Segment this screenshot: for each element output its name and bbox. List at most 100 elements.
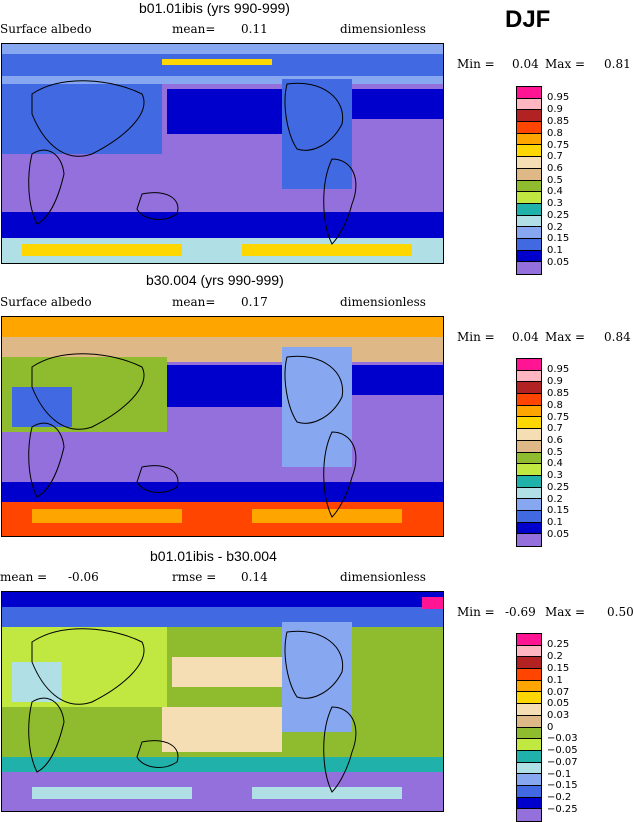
colorbar-tick-label: 0.3 — [547, 470, 563, 481]
panel3-title: b01.01ibis - b30.004 — [150, 548, 277, 564]
panel2-map-canvas — [2, 317, 443, 536]
colorbar-swatch — [517, 727, 541, 740]
colorbar-swatch — [517, 440, 541, 453]
colorbar-swatch — [517, 487, 541, 500]
colorbar-tick-label: 0.6 — [547, 163, 563, 174]
panel1-mean-value: 0.11 — [241, 22, 268, 36]
colorbar-tick-label: 0.03 — [547, 710, 570, 721]
panel1-map-canvas — [2, 44, 443, 263]
south-america-coastline — [323, 706, 357, 793]
colorbar-tick-label: 0.8 — [547, 400, 563, 411]
americas-region — [282, 347, 352, 467]
colorbar-tick-label: 0.1 — [547, 675, 563, 686]
colorbar-swatch — [517, 452, 541, 465]
colorbar-swatch — [517, 692, 541, 705]
colorbar-swatch — [517, 809, 541, 821]
colorbar-tick-label: 0.25 — [547, 210, 570, 221]
north-atlantic-band — [352, 89, 443, 119]
panel1-min-label: Min = — [457, 57, 495, 71]
south-america-coastline — [323, 431, 357, 518]
colorbar-tick-label: −0.05 — [547, 745, 578, 756]
colorbar-tick-label: 0.1 — [547, 245, 563, 256]
colorbar-tick-label: 0 — [547, 722, 554, 733]
arctic-strong-negative — [2, 592, 443, 607]
colorbar-swatch — [517, 405, 541, 418]
colorbar-swatch — [517, 785, 541, 798]
colorbar-tick-label: 0.25 — [547, 482, 570, 493]
colorbar-swatch — [517, 215, 541, 228]
colorbar-tick-label: 0.2 — [547, 494, 563, 505]
colorbar-swatch — [517, 192, 541, 204]
colorbar-tick-label: 0.9 — [547, 104, 563, 115]
colorbar-tick-label: −0.15 — [547, 780, 578, 791]
australia-coastline — [136, 465, 179, 493]
panel1-units: dimensionless — [340, 22, 426, 36]
panel3-mean-value: -0.06 — [68, 570, 99, 584]
colorbar-tick-label: 0.7 — [547, 151, 563, 162]
north-america-coastline — [284, 630, 344, 699]
colorbar-swatch — [517, 250, 541, 263]
africa-coastline — [28, 422, 65, 498]
north-america-coastline — [284, 355, 344, 424]
panel3-mean-label: mean = — [0, 570, 48, 584]
eurasia-coastline — [31, 628, 145, 705]
colorbar-tick-label: 0.15 — [547, 233, 570, 244]
colorbar-tick-label: 0.5 — [547, 447, 563, 458]
colorbar-tick-label: 0.15 — [547, 663, 570, 674]
colorbar-swatch — [517, 157, 541, 169]
colorbar-tick-label: 0.9 — [547, 376, 563, 387]
panel2-variable-label: Surface albedo — [0, 295, 92, 309]
eurasia-region — [2, 84, 162, 154]
colorbar-swatch — [517, 797, 541, 810]
colorbar-swatch — [517, 680, 541, 693]
colorbar-tick-label: 0.6 — [547, 435, 563, 446]
colorbar-swatch — [517, 238, 541, 251]
asia-diff-patch — [12, 662, 62, 702]
panel3-max-value: 0.50 — [607, 605, 634, 619]
colorbar-tick-label: 0.4 — [547, 458, 563, 469]
colorbar-swatch — [517, 534, 541, 546]
australia-coastline — [136, 192, 179, 220]
antarctic-snow-1 — [22, 244, 182, 256]
panel2-min-label: Min = — [457, 330, 495, 344]
colorbar-tick-label: 0.85 — [547, 388, 570, 399]
colorbar-swatch — [517, 382, 541, 395]
antarctic-patch-2 — [252, 787, 402, 799]
panel3-colorbar — [516, 633, 542, 822]
colorbar-swatch — [517, 669, 541, 681]
colorbar-swatch — [517, 145, 541, 158]
north-pacific-band — [167, 89, 282, 134]
americas-region — [282, 79, 352, 189]
colorbar-swatch — [517, 522, 541, 535]
colorbar-swatch — [517, 203, 541, 216]
australia-coastline — [136, 740, 179, 768]
colorbar-tick-label: 0.7 — [547, 423, 563, 434]
panel1-max-value: 0.81 — [604, 57, 631, 71]
eurasia-coastline — [31, 353, 145, 430]
colorbar-swatch — [517, 510, 541, 523]
colorbar-swatch — [517, 417, 541, 430]
colorbar-tick-label: 0.75 — [547, 412, 570, 423]
colorbar-swatch — [517, 262, 541, 274]
colorbar-tick-label: 0.75 — [547, 140, 570, 151]
colorbar-swatch — [517, 87, 541, 99]
panel2-max-label: Max = — [545, 330, 586, 344]
south-america-coastline — [323, 158, 357, 245]
south-pacific-neutral — [162, 707, 282, 752]
colorbar-swatch — [517, 762, 541, 775]
colorbar-swatch — [517, 464, 541, 476]
panel1-map — [1, 43, 444, 264]
panel1-title: b01.01ibis (yrs 990-999) — [139, 0, 290, 16]
colorbar-tick-label: 0.4 — [547, 186, 563, 197]
colorbar-swatch — [517, 168, 541, 181]
panel2-mean-value: 0.17 — [241, 295, 268, 309]
colorbar-swatch — [517, 715, 541, 728]
colorbar-tick-label: 0.1 — [547, 517, 563, 528]
north-america-coastline — [284, 82, 344, 151]
africa-coastline — [28, 149, 65, 225]
panel1-min-value: 0.04 — [512, 57, 539, 71]
colorbar-tick-label: 0.85 — [547, 116, 570, 127]
panel2-map — [1, 316, 444, 537]
colorbar-tick-label: 0.3 — [547, 198, 563, 209]
colorbar-tick-label: 0.2 — [547, 222, 563, 233]
